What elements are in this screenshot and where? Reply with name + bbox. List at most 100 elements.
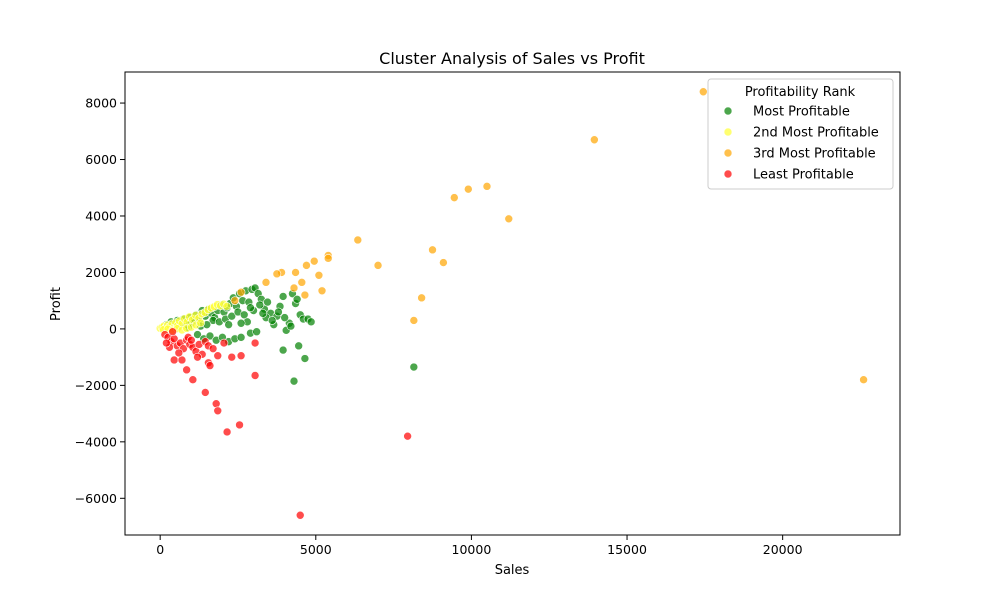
point-3rd-most-profitable bbox=[698, 87, 708, 97]
point-3rd-most-profitable bbox=[373, 261, 383, 270]
point-2nd-most-profitable bbox=[222, 302, 232, 311]
point-most-profitable bbox=[263, 297, 272, 307]
y-tick-label: −4000 bbox=[75, 434, 117, 449]
legend-marker-least-profitable bbox=[723, 169, 733, 179]
y-tick-label: 8000 bbox=[85, 96, 117, 111]
point-least-profitable bbox=[188, 375, 198, 385]
point-most-profitable bbox=[258, 309, 268, 318]
point-3rd-most-profitable bbox=[272, 269, 282, 279]
point-most-profitable bbox=[252, 327, 261, 337]
point-most-profitable bbox=[193, 330, 202, 339]
point-most-profitable bbox=[205, 331, 215, 341]
point-least-profitable bbox=[162, 338, 171, 348]
point-3rd-most-profitable bbox=[261, 278, 271, 287]
point-3rd-most-profitable bbox=[291, 268, 300, 277]
point-most-profitable bbox=[236, 333, 246, 342]
point-least-profitable bbox=[177, 355, 187, 365]
y-tick-label: 4000 bbox=[85, 208, 117, 223]
point-least-profitable bbox=[227, 352, 237, 362]
legend-marker-2nd-most-profitable bbox=[723, 127, 733, 137]
legend-box bbox=[707, 78, 894, 190]
x-axis: 0 5000 10000 15000 20000 bbox=[156, 535, 803, 557]
y-tick-label: 2000 bbox=[85, 265, 117, 280]
x-axis-label: Sales bbox=[495, 563, 530, 578]
legend-label-2nd-most-profitable: 2nd Most Profitable bbox=[753, 126, 879, 141]
point-most-profitable bbox=[306, 317, 316, 327]
point-least-profitable bbox=[208, 344, 218, 353]
point-least-profitable bbox=[219, 338, 229, 348]
point-most-profitable bbox=[278, 345, 288, 355]
point-3rd-most-profitable bbox=[314, 270, 324, 280]
point-least-profitable bbox=[186, 335, 196, 345]
legend: Profitability Rank Most Profitable 2nd Mo… bbox=[707, 78, 894, 190]
point-most-profitable bbox=[227, 311, 237, 321]
point-3rd-most-profitable bbox=[439, 258, 448, 267]
point-3rd-most-profitable bbox=[504, 214, 514, 224]
legend-marker-most-profitable bbox=[723, 106, 733, 116]
point-most-profitable bbox=[224, 320, 233, 329]
x-tick-label: 15000 bbox=[607, 542, 647, 557]
point-3rd-most-profitable bbox=[300, 290, 310, 300]
chart-title: Cluster Analysis of Sales vs Profit bbox=[379, 49, 645, 68]
point-least-profitable bbox=[235, 420, 244, 430]
point-3rd-most-profitable bbox=[859, 375, 868, 385]
point-most-profitable bbox=[274, 307, 283, 317]
point-most-profitable bbox=[289, 376, 299, 386]
x-tick-label: 20000 bbox=[763, 542, 803, 557]
point-3rd-most-profitable bbox=[409, 316, 419, 325]
legend-label-least-profitable: Least Profitable bbox=[753, 168, 854, 183]
point-least-profitable bbox=[182, 365, 191, 375]
point-most-profitable bbox=[409, 362, 419, 372]
point-least-profitable bbox=[213, 406, 223, 416]
point-3rd-most-profitable bbox=[230, 296, 240, 305]
point-3rd-most-profitable bbox=[309, 256, 319, 266]
y-axis: −6000 −4000 −2000 0 2000 4000 6000 8000 bbox=[75, 96, 125, 506]
point-3rd-most-profitable bbox=[464, 184, 473, 194]
point-3rd-most-profitable bbox=[449, 193, 459, 202]
point-most-profitable bbox=[300, 354, 310, 363]
point-3rd-most-profitable bbox=[317, 286, 327, 296]
point-most-profitable bbox=[286, 321, 296, 331]
point-3rd-most-profitable bbox=[302, 261, 311, 270]
point-least-profitable bbox=[168, 327, 177, 337]
point-least-profitable bbox=[193, 352, 202, 362]
point-least-profitable bbox=[250, 338, 260, 348]
x-tick-label: 5000 bbox=[300, 542, 332, 557]
point-most-profitable bbox=[278, 292, 288, 301]
legend-label-most-profitable: Most Profitable bbox=[753, 105, 850, 120]
point-least-profitable bbox=[211, 399, 221, 409]
legend-title: Profitability Rank bbox=[745, 85, 856, 100]
y-axis-label: Profit bbox=[49, 287, 64, 321]
point-3rd-most-profitable bbox=[590, 135, 599, 145]
point-most-profitable bbox=[246, 303, 255, 313]
legend-label-3rd-most-profitable: 3rd Most Profitable bbox=[753, 147, 876, 162]
y-tick-label: −6000 bbox=[75, 491, 117, 506]
point-2nd-most-profitable bbox=[196, 318, 205, 328]
point-least-profitable bbox=[169, 355, 179, 365]
plot-frame bbox=[124, 71, 901, 536]
point-3rd-most-profitable bbox=[323, 254, 333, 263]
y-tick-label: 6000 bbox=[85, 152, 117, 167]
point-most-profitable bbox=[294, 341, 303, 351]
point-3rd-most-profitable bbox=[236, 287, 246, 297]
point-3rd-most-profitable bbox=[417, 293, 426, 303]
x-tick-label: 0 bbox=[156, 542, 164, 557]
point-most-profitable bbox=[267, 316, 277, 325]
point-least-profitable bbox=[213, 351, 223, 361]
point-least-profitable bbox=[222, 427, 232, 437]
point-3rd-most-profitable bbox=[297, 278, 307, 287]
point-least-profitable bbox=[201, 388, 210, 397]
point-most-profitable bbox=[239, 310, 249, 320]
legend-marker-3rd-most-profitable bbox=[723, 148, 733, 158]
y-tick-label: 0 bbox=[109, 321, 117, 336]
point-3rd-most-profitable bbox=[289, 283, 299, 293]
point-least-profitable bbox=[295, 510, 305, 520]
point-3rd-most-profitable bbox=[482, 182, 492, 191]
point-least-profitable bbox=[403, 431, 412, 441]
points-layer bbox=[155, 87, 868, 520]
x-tick-label: 10000 bbox=[452, 542, 492, 557]
point-most-profitable bbox=[236, 318, 246, 328]
point-most-profitable bbox=[280, 313, 289, 322]
legend-entries: Most Profitable 2nd Most Profitable 3rd Mo… bbox=[723, 105, 879, 183]
point-least-profitable bbox=[205, 361, 215, 370]
